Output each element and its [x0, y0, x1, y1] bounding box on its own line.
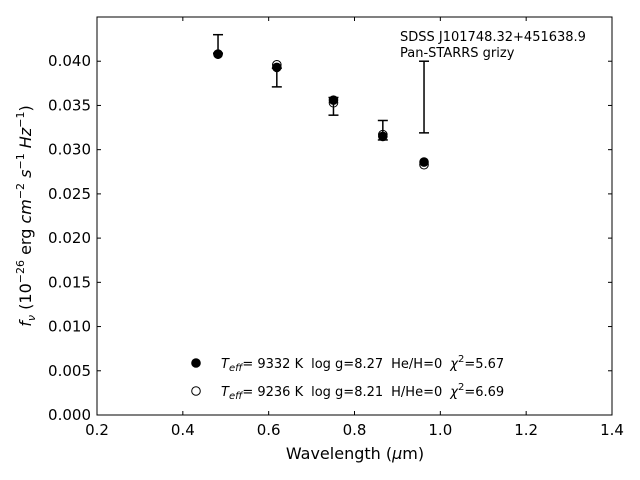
plot-frame: [96, 16, 613, 416]
y-tick-label: 0.030: [48, 141, 91, 159]
data-markers: [213, 49, 429, 170]
object-name-annotation: SDSS J101748.32+451638.9: [400, 30, 586, 45]
model-point-filled: [328, 95, 339, 105]
legend-marker-open: [191, 386, 201, 396]
model-point-filled: [272, 62, 282, 73]
x-tick-label: 0.8: [343, 421, 367, 439]
x-tick-label: 0.2: [85, 421, 109, 439]
x-tick-label: 1.0: [428, 421, 452, 439]
x-tick-label: 1.4: [600, 421, 624, 439]
survey-annotation: Pan-STARRS grizy: [400, 46, 515, 61]
y-tick-label: 0.015: [48, 273, 91, 291]
y-tick-label: 0.005: [48, 362, 91, 380]
x-axis-ticks: 0.2 0.4 0.6 0.8 1.0 1.2 1.4: [85, 17, 624, 439]
y-tick-label: 0.010: [48, 318, 91, 336]
y-axis-ticks: 0.000 0.005 0.010 0.015 0.020 0.025 0.030 0.035…: [48, 52, 612, 424]
x-axis-label: Wavelength (μm): [286, 444, 424, 463]
y-tick-label: 0.020: [48, 229, 91, 247]
y-tick-label: 0.040: [48, 52, 91, 70]
legend-marker-filled: [191, 358, 201, 368]
y-axis-label: fν (10−26 erg cm−2 s−1 Hz−1): [14, 105, 38, 326]
error-bars: [213, 33, 430, 141]
x-tick-label: 1.2: [514, 421, 538, 439]
x-tick-label: 0.4: [171, 421, 195, 439]
model-point-filled: [213, 49, 223, 59]
y-tick-label: 0.035: [48, 96, 91, 114]
y-tick-label: 0.000: [48, 406, 91, 424]
y-tick-label: 0.025: [48, 185, 91, 203]
model-point-filled: [419, 157, 429, 167]
x-tick-label: 0.6: [257, 421, 281, 439]
model-point-filled: [378, 131, 388, 142]
